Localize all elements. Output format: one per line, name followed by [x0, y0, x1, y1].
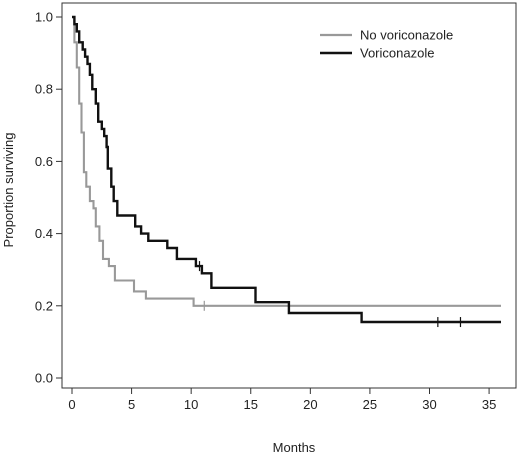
legend-label-no-voriconazole: No voriconazole — [360, 28, 453, 43]
series-layer — [72, 15, 501, 328]
x-axis-label: Months — [273, 440, 316, 455]
y-axis-label: Proportion surviving — [1, 133, 16, 248]
legend: No voriconazole Voriconazole — [320, 28, 453, 61]
x-tick-label: 20 — [303, 397, 317, 412]
x-axis: 0 5 10 15 20 25 30 35 — [68, 388, 496, 412]
legend-label-voriconazole: Voriconazole — [360, 46, 434, 61]
y-tick-label: 1.0 — [35, 10, 53, 25]
x-tick-label: 5 — [128, 397, 135, 412]
x-tick-label: 10 — [184, 397, 198, 412]
y-tick-label: 0.2 — [35, 298, 53, 313]
x-tick-label: 25 — [363, 397, 377, 412]
x-tick-label: 0 — [68, 397, 75, 412]
y-tick-label: 0.6 — [35, 154, 53, 169]
x-tick-label: 30 — [422, 397, 436, 412]
y-axis: 0.0 0.2 0.4 0.6 0.8 1.0 — [35, 10, 62, 386]
y-tick-label: 0.4 — [35, 226, 53, 241]
series-line-voriconazole — [72, 15, 501, 324]
plot-frame — [61, 2, 517, 389]
y-tick-label: 0.0 — [35, 371, 53, 386]
plot-border — [61, 2, 517, 389]
series-line-no-voriconazole — [72, 15, 501, 307]
x-tick-label: 15 — [244, 397, 258, 412]
x-tick-label: 35 — [482, 397, 496, 412]
y-tick-label: 0.8 — [35, 82, 53, 97]
